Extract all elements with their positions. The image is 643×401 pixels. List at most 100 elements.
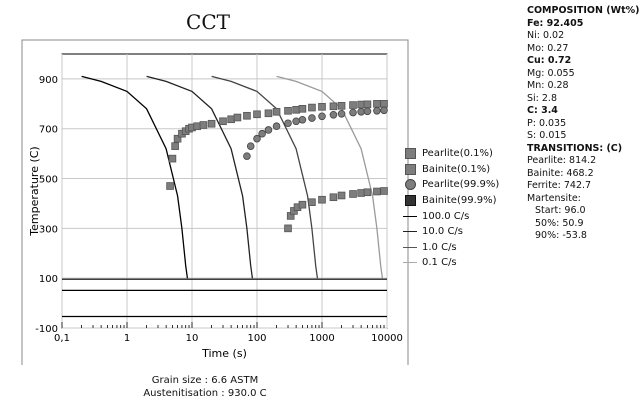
dark-square-marker-icon (404, 195, 416, 207)
cooling-curve (81, 75, 189, 279)
transitions-heading: TRANSITIONS: (C) (527, 142, 623, 154)
x-tick-label: 100 (247, 333, 266, 344)
cooling-curve (211, 75, 319, 279)
circle-marker-icon (404, 179, 416, 191)
composition-mn: Mn: 0.28 (527, 80, 569, 91)
composition-c: C: 3.4 (527, 105, 558, 116)
legend-label: 100.0 C/s (422, 210, 470, 222)
data-point (357, 189, 365, 197)
martensite-90: 90%: -53.8 (535, 230, 587, 241)
austenitisation-label: Austenitisation : 930.0 C (143, 388, 267, 399)
composition-p: P: 0.035 (527, 117, 567, 129)
y-tick-label: 100 (39, 274, 58, 285)
legend-label: Bainite(0.1%) (422, 163, 491, 175)
y-tick-label: 500 (39, 175, 58, 186)
x-tick-label: 10000 (371, 333, 403, 344)
y-tick-label: 700 (39, 125, 58, 136)
data-point (318, 112, 326, 121)
composition-heading: COMPOSITION (Wt%) (527, 5, 640, 16)
legend-item: 100.0 C/s (403, 208, 499, 224)
martensite-50: 50%: 50.9 (535, 217, 584, 229)
composition-cu: Cu: 0.72 (527, 55, 572, 66)
data-point (253, 134, 261, 143)
martensite-start: Start: 96.0 (535, 205, 586, 216)
data-point (349, 190, 357, 198)
data-point (264, 109, 273, 118)
data-point (363, 188, 372, 197)
composition-mg: Mg: 0.055 (527, 67, 575, 79)
cct-plot: 0,1 1 10 100 1000 10000 900 700 500 300 100 -100 Tim… (21, 39, 409, 365)
data-point (373, 100, 381, 108)
line-marker-icon (403, 215, 417, 217)
data-point (272, 122, 281, 131)
data-point (337, 191, 346, 200)
transition-pearlite: Pearlite: 814.2 (527, 155, 597, 166)
cooling-curve (146, 75, 254, 279)
data-point (357, 107, 365, 116)
legend-item: Bainite(99.9%) (403, 193, 499, 209)
data-point (233, 113, 242, 122)
data-point (308, 114, 316, 122)
x-tick-label: 1 (124, 333, 130, 344)
data-point (380, 100, 388, 108)
info-panel: COMPOSITION (Wt%) Fe: 92.405 Ni: 0.02 Mo… (527, 5, 640, 243)
data-point (173, 134, 182, 143)
legend-item: 0.1 C/s (403, 255, 499, 271)
data-point (318, 103, 326, 111)
legend-item: Pearlite(99.9%) (403, 177, 499, 193)
data-point (243, 111, 251, 120)
y-tick-label: 900 (39, 75, 58, 86)
composition-s: S: 0.015 (527, 130, 567, 141)
transition-ferrite: Ferrite: 742.7 (527, 180, 592, 191)
x-tick-label: 1000 (309, 333, 334, 344)
plot-frame (61, 53, 388, 329)
legend-label: 10.0 C/s (422, 226, 464, 238)
chart-title: CCT (186, 10, 230, 34)
data-point (199, 121, 208, 129)
data-point (168, 154, 177, 163)
data-point (207, 119, 216, 128)
x-tick-label: 0,1 (54, 333, 70, 344)
y-axis-label: Temperature (C) (28, 146, 41, 236)
data-point (272, 107, 281, 116)
data-point (318, 195, 326, 204)
legend-item: Pearlite(0.1%) (403, 146, 499, 162)
data-point (380, 187, 388, 195)
x-axis-label: Time (s) (201, 347, 247, 360)
data-point (219, 117, 227, 126)
data-point (308, 103, 316, 112)
data-point (363, 100, 372, 109)
data-point (349, 108, 357, 117)
data-point (298, 105, 307, 113)
data-point (380, 106, 388, 115)
y-tick-label: -100 (35, 324, 58, 335)
data-point (357, 100, 365, 109)
x-tick-label: 10 (186, 333, 199, 344)
data-point (227, 115, 235, 124)
square-marker-icon (404, 163, 416, 175)
data-point (258, 129, 266, 138)
data-point (243, 152, 251, 160)
data-point (329, 110, 338, 119)
data-point (298, 115, 307, 124)
data-point (284, 119, 292, 128)
data-point (349, 101, 357, 109)
legend-item: Bainite(0.1%) (403, 162, 499, 178)
line-marker-icon (403, 246, 417, 248)
data-point (246, 142, 255, 150)
data-point (329, 193, 338, 202)
data-point (337, 102, 346, 110)
square-marker-icon (404, 148, 416, 160)
legend-item: 10.0 C/s (403, 224, 499, 240)
legend-label: 0.1 C/s (422, 257, 457, 269)
data-point (308, 198, 316, 207)
data-point (171, 142, 179, 150)
data-point (284, 224, 292, 233)
data-point (166, 182, 174, 190)
data-point (284, 106, 292, 115)
legend-label: Pearlite(0.1%) (422, 148, 493, 160)
data-point (193, 122, 201, 131)
data-point (373, 187, 381, 196)
legend-label: 1.0 C/s (422, 241, 457, 253)
composition-si: Si: 2.8 (527, 92, 557, 104)
